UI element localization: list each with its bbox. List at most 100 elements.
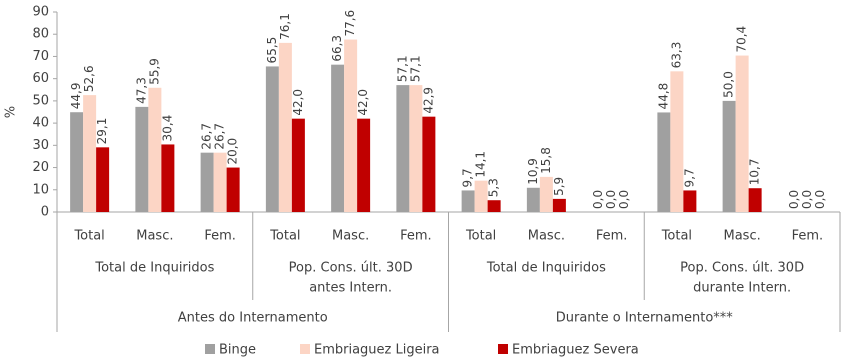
x-tick-label: Fem. bbox=[596, 229, 628, 244]
legend-label: Binge bbox=[219, 343, 256, 358]
bar bbox=[200, 152, 214, 212]
bar bbox=[552, 198, 566, 212]
value-label: 9,7 bbox=[682, 168, 696, 187]
value-label: 29,1 bbox=[95, 118, 109, 145]
value-label: 76,1 bbox=[278, 13, 292, 40]
bar bbox=[735, 55, 749, 212]
value-label: 26,7 bbox=[200, 123, 214, 150]
bar bbox=[474, 180, 488, 212]
legend-label: Embriaguez Ligeira bbox=[314, 343, 440, 358]
legend-label: Embriaguez Severa bbox=[512, 343, 639, 358]
bar bbox=[539, 176, 553, 212]
y-axis-label: % bbox=[1, 106, 16, 118]
y-tick-label: 80 bbox=[32, 27, 49, 42]
bar bbox=[161, 144, 175, 212]
value-label: 70,4 bbox=[735, 26, 749, 53]
y-tick-label: 30 bbox=[32, 138, 49, 153]
value-label: 0,0 bbox=[604, 190, 618, 209]
value-label: 14,1 bbox=[474, 151, 488, 178]
value-label: 42,0 bbox=[291, 89, 305, 116]
value-label: 10,9 bbox=[526, 158, 540, 185]
value-label: 66,3 bbox=[330, 35, 344, 62]
group-label: antes Intern. bbox=[309, 281, 392, 296]
group-label: Pop. Cons. últ. 30D bbox=[680, 261, 804, 276]
y-tick-label: 20 bbox=[32, 160, 49, 175]
group-label: Total de Inquiridos bbox=[486, 261, 606, 276]
super-group-label: Antes do Internamento bbox=[178, 311, 328, 326]
bar bbox=[461, 190, 475, 212]
value-label: 55,9 bbox=[147, 58, 161, 85]
group-label: Total de Inquiridos bbox=[94, 261, 214, 276]
x-tick-label: Masc. bbox=[332, 229, 369, 244]
x-tick-label: Total bbox=[465, 229, 496, 244]
value-label: 63,3 bbox=[669, 42, 683, 69]
value-label: 44,8 bbox=[656, 83, 670, 110]
value-label: 26,7 bbox=[213, 123, 227, 150]
y-tick-label: 0 bbox=[41, 205, 49, 220]
x-tick-label: Masc. bbox=[724, 229, 761, 244]
value-label: 42,0 bbox=[356, 89, 370, 116]
x-tick-label: Total bbox=[269, 229, 300, 244]
legend-swatch bbox=[498, 344, 508, 354]
value-label: 47,3 bbox=[134, 77, 148, 104]
bar bbox=[526, 187, 540, 212]
value-label: 50,0 bbox=[722, 71, 736, 98]
y-tick-label: 70 bbox=[32, 49, 49, 64]
super-group-label: Durante o Internamento*** bbox=[556, 311, 734, 326]
value-label: 0,0 bbox=[800, 190, 814, 209]
value-label: 9,7 bbox=[461, 168, 475, 187]
bar bbox=[657, 112, 671, 212]
value-label: 30,4 bbox=[160, 115, 174, 142]
value-label: 0,0 bbox=[617, 190, 631, 209]
value-label: 52,6 bbox=[82, 65, 96, 92]
bar bbox=[135, 106, 149, 212]
bar bbox=[683, 190, 697, 212]
group-label: durante Intern. bbox=[693, 281, 791, 296]
value-label: 44,9 bbox=[69, 83, 83, 110]
bar bbox=[331, 64, 345, 213]
value-label: 5,3 bbox=[487, 178, 501, 197]
value-label: 0,0 bbox=[787, 190, 801, 209]
bar bbox=[344, 39, 358, 212]
y-tick-label: 40 bbox=[32, 116, 49, 131]
bar bbox=[722, 100, 736, 212]
bar bbox=[409, 85, 423, 212]
x-tick-label: Total bbox=[661, 229, 692, 244]
bar bbox=[357, 118, 371, 212]
x-tick-label: Fem. bbox=[400, 229, 432, 244]
bar bbox=[226, 167, 240, 212]
value-label: 10,7 bbox=[748, 159, 762, 186]
x-tick-label: Masc. bbox=[136, 229, 173, 244]
legend-swatch bbox=[205, 344, 215, 354]
value-label: 42,9 bbox=[421, 87, 435, 114]
legend-swatch bbox=[300, 344, 310, 354]
bar bbox=[291, 118, 305, 212]
x-tick-label: Masc. bbox=[528, 229, 565, 244]
group-label: Pop. Cons. últ. 30D bbox=[289, 261, 413, 276]
x-tick-label: Fem. bbox=[204, 229, 236, 244]
bar bbox=[748, 188, 762, 212]
value-label: 5,9 bbox=[552, 177, 566, 196]
value-label: 57,1 bbox=[395, 55, 409, 82]
bar bbox=[83, 95, 97, 212]
value-label: 0,0 bbox=[591, 190, 605, 209]
bar bbox=[396, 85, 410, 212]
y-tick-label: 50 bbox=[32, 93, 49, 108]
bar bbox=[265, 66, 279, 212]
bar bbox=[487, 200, 501, 212]
value-label: 65,5 bbox=[265, 37, 279, 64]
x-tick-label: Total bbox=[73, 229, 104, 244]
value-label: 20,0 bbox=[226, 138, 240, 165]
bar bbox=[213, 152, 227, 212]
bar bbox=[278, 42, 292, 213]
value-label: 15,8 bbox=[539, 147, 553, 174]
y-tick-label: 60 bbox=[32, 71, 49, 86]
y-tick-label: 90 bbox=[32, 5, 49, 20]
bar bbox=[70, 112, 84, 212]
value-label: 77,6 bbox=[343, 10, 357, 37]
x-tick-label: Fem. bbox=[792, 229, 824, 244]
value-label: 0,0 bbox=[813, 190, 827, 209]
bar bbox=[148, 87, 162, 212]
value-label: 57,1 bbox=[408, 55, 422, 82]
